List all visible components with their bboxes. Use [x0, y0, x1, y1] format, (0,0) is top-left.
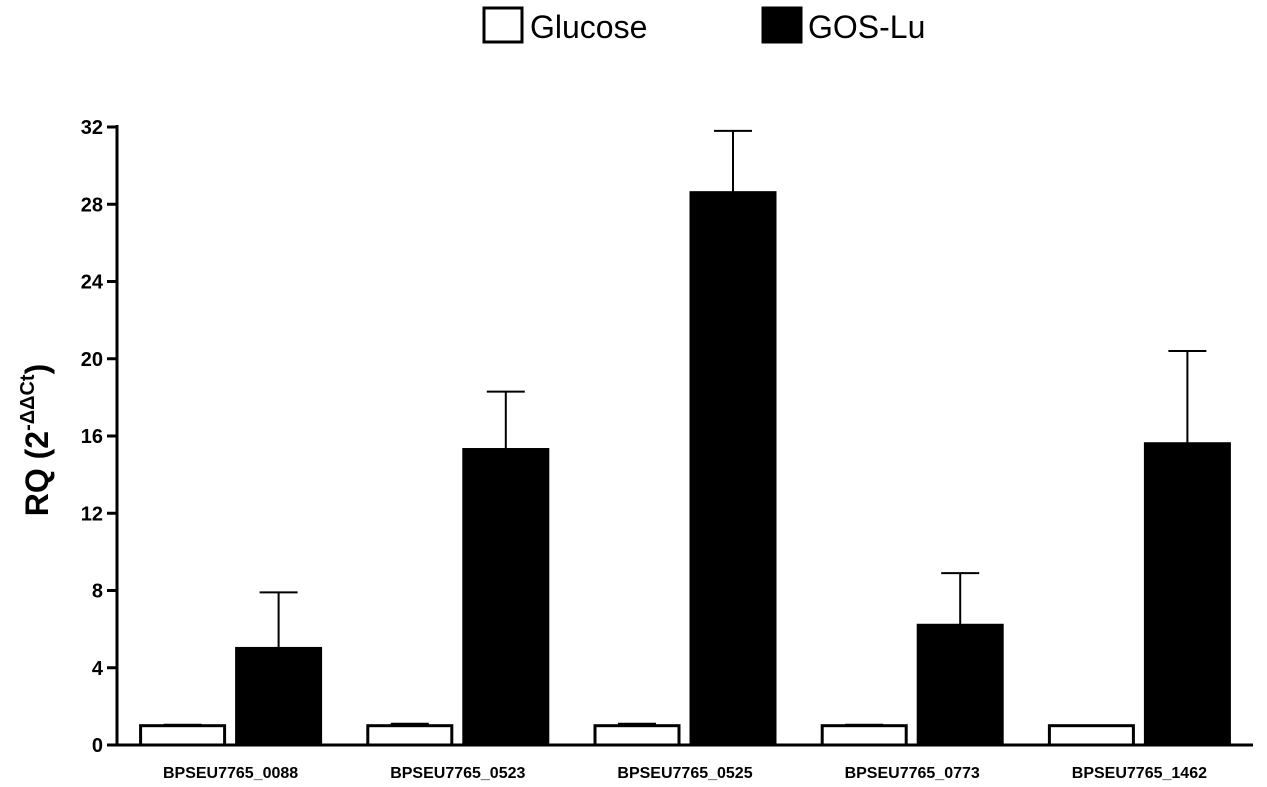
bar-gos-lu-3 — [916, 623, 1004, 747]
y-axis-label-main: RQ (2 — [19, 431, 55, 516]
y-tick-label-20: 20 — [81, 349, 103, 371]
bar-glucose-1 — [366, 724, 454, 747]
y-tick-label-8: 8 — [92, 581, 103, 603]
y-tick-label-28: 28 — [81, 194, 103, 216]
y-axis-label-close: ) — [19, 364, 55, 375]
bar-gos-lu-0 — [235, 646, 323, 747]
y-tick-label-0: 0 — [92, 735, 103, 757]
legend-swatch-gos-lu — [761, 6, 803, 44]
bar-glucose-3 — [820, 724, 908, 747]
category-label-2: BPSEU7765_0525 — [617, 765, 752, 782]
legend-label-gos-lu: GOS-Lu — [808, 9, 925, 45]
bar-gos-lu-1 — [462, 448, 550, 747]
category-label-0: BPSEU7765_0088 — [163, 765, 298, 782]
category-label-4: BPSEU7765_1462 — [1072, 765, 1207, 782]
category-label-3: BPSEU7765_0773 — [845, 765, 980, 782]
y-tick-label-16: 16 — [81, 426, 103, 448]
error-bars — [163, 129, 1207, 726]
y-tick-label-24: 24 — [81, 272, 104, 294]
y-tick-label-4: 4 — [92, 658, 104, 680]
bar-glucose-0 — [139, 724, 227, 747]
bar-glucose-4 — [1047, 724, 1135, 747]
bars — [139, 191, 1231, 747]
legend: Glucose GOS-Lu — [482, 6, 925, 45]
category-label-1: BPSEU7765_0523 — [390, 765, 525, 782]
legend-swatch-glucose — [482, 6, 524, 44]
category-labels: BPSEU7765_0088 BPSEU7765_0523 BPSEU7765_05… — [163, 765, 1207, 782]
legend-label-glucose: Glucose — [530, 9, 647, 45]
bar-gos-lu-2 — [689, 191, 777, 747]
y-axis-label-superscript: -ΔΔCt — [17, 374, 39, 431]
bar-glucose-2 — [593, 724, 681, 747]
y-tick-label-12: 12 — [81, 503, 103, 525]
y-tick-label-32: 32 — [81, 117, 103, 139]
bar-gos-lu-4 — [1143, 442, 1231, 747]
y-axis-label: RQ (2-ΔΔCt) — [17, 364, 55, 517]
